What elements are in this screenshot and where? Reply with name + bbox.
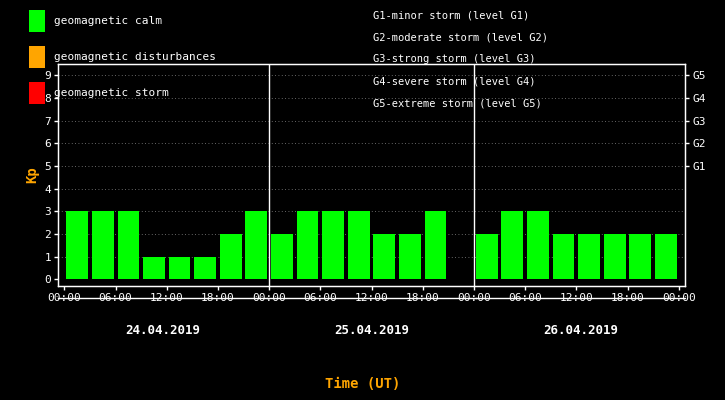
Bar — [92, 211, 114, 279]
Bar — [476, 234, 497, 279]
Text: G1-minor storm (level G1): G1-minor storm (level G1) — [373, 10, 530, 20]
Bar — [117, 211, 139, 279]
Bar — [425, 211, 447, 279]
Text: 24.04.2019: 24.04.2019 — [125, 324, 200, 336]
Text: 26.04.2019: 26.04.2019 — [543, 324, 618, 336]
Text: G5-extreme storm (level G5): G5-extreme storm (level G5) — [373, 98, 542, 108]
Text: 25.04.2019: 25.04.2019 — [334, 324, 409, 336]
Bar — [297, 211, 318, 279]
Text: geomagnetic disturbances: geomagnetic disturbances — [54, 52, 215, 62]
Bar — [220, 234, 241, 279]
Bar — [579, 234, 600, 279]
Bar — [169, 256, 191, 279]
Bar — [527, 211, 549, 279]
Text: G3-strong storm (level G3): G3-strong storm (level G3) — [373, 54, 536, 64]
Bar — [348, 211, 370, 279]
Text: geomagnetic calm: geomagnetic calm — [54, 16, 162, 26]
Bar — [143, 256, 165, 279]
Bar — [552, 234, 574, 279]
Bar — [66, 211, 88, 279]
Text: geomagnetic storm: geomagnetic storm — [54, 88, 168, 98]
Bar — [604, 234, 626, 279]
Bar — [502, 211, 523, 279]
Y-axis label: Kp: Kp — [25, 167, 38, 183]
Bar — [246, 211, 268, 279]
Bar — [323, 211, 344, 279]
Text: G4-severe storm (level G4): G4-severe storm (level G4) — [373, 76, 536, 86]
Bar — [194, 256, 216, 279]
Text: Time (UT): Time (UT) — [325, 377, 400, 391]
Text: G2-moderate storm (level G2): G2-moderate storm (level G2) — [373, 32, 548, 42]
Bar — [629, 234, 651, 279]
Bar — [271, 234, 293, 279]
Bar — [373, 234, 395, 279]
Bar — [655, 234, 677, 279]
Bar — [399, 234, 420, 279]
